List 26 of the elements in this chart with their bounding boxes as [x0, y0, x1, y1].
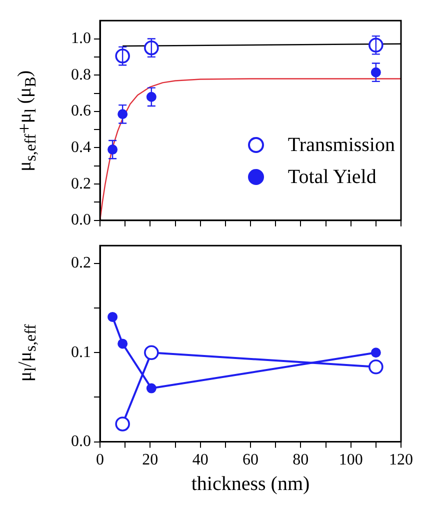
y-tick-label: 0.0 [71, 212, 91, 229]
x-tick-label: 40 [192, 452, 208, 469]
x-tick-label: 60 [242, 452, 258, 469]
point [115, 416, 130, 432]
point [368, 359, 384, 374]
y-tick-label: 0.1 [71, 344, 91, 361]
x-tick-label: 20 [142, 452, 158, 469]
x-tick-label: 0 [96, 452, 104, 469]
y-tick-label: 1.0 [71, 30, 91, 47]
point [370, 348, 381, 358]
x-tick-label: 80 [292, 452, 309, 469]
point [146, 383, 156, 394]
y-tick-label: 0.2 [71, 175, 91, 192]
point [108, 312, 118, 322]
point [118, 338, 128, 349]
x-axis-title: thickness (nm) [190, 473, 311, 496]
y-tick-label: 0.0 [71, 433, 91, 450]
legend-label: Transmission [288, 133, 395, 158]
y-tick-label: 0.2 [71, 254, 91, 272]
legend-label: Total Yield [288, 165, 376, 190]
y-tick-label: 0.6 [71, 102, 91, 120]
point [144, 345, 159, 360]
x-tick-label: 120 [389, 452, 413, 469]
y-tick-label: 0.4 [71, 138, 91, 156]
y-tick-label: 0.8 [71, 66, 91, 84]
x-tick-label: 100 [338, 452, 363, 469]
